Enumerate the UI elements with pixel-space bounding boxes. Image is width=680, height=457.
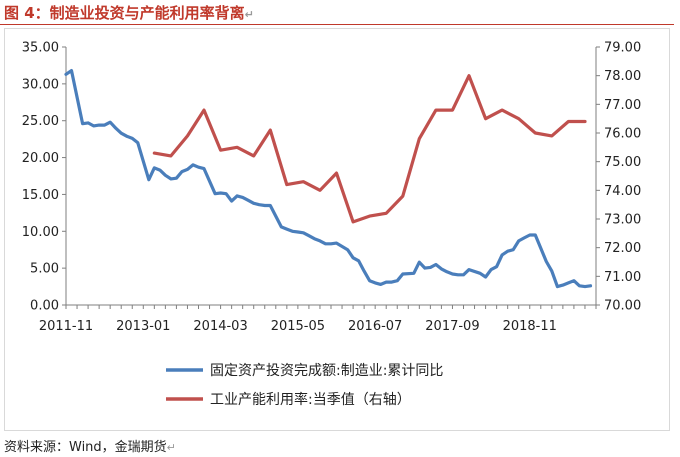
left-tick-label: 30.00: [22, 77, 59, 92]
left-tick-label: 20.00: [22, 151, 59, 166]
right-tick-label: 71.00: [604, 270, 641, 285]
right-tick-label: 70.00: [604, 299, 641, 314]
right-tick-label: 77.00: [604, 98, 641, 113]
legend-label-0: 固定资产投资完成额:制造业:累计同比: [210, 363, 443, 379]
right-tick-label: 78.00: [604, 69, 641, 84]
right-tick-label: 72.00: [604, 241, 641, 256]
title-rule: [0, 24, 674, 25]
left-tick-label: 35.00: [22, 41, 59, 56]
chart-frame: [4, 28, 670, 431]
x-tick-label: 2013-01: [116, 319, 170, 334]
x-tick-label: 2016-07: [348, 319, 402, 334]
right-tick-label: 76.00: [604, 127, 641, 142]
left-tick-label: 15.00: [22, 188, 59, 203]
x-tick-label: 2011-11: [39, 319, 93, 334]
series-line-1: [152, 74, 587, 224]
right-axis: 70.00 71.00 72.00 73.00 74.00 75.00 76.00 77.00…: [595, 41, 641, 314]
left-axis: 0.00 5.00 10.00 15.00 20.00 25.00 30.00 35.00: [22, 41, 67, 314]
right-tick-label: 74.00: [604, 184, 641, 199]
right-tick-label: 79.00: [604, 41, 641, 56]
x-tick-label: 2015-05: [271, 319, 325, 334]
series-layer: [64, 69, 593, 289]
source-note: 资料来源：Wind，金瑞期货↵: [4, 440, 176, 455]
figure-title: 图 4：制造业投资与产能利用率背离↵: [4, 4, 254, 22]
series-line-0: [64, 69, 593, 289]
x-tick-label: 2014-03: [193, 319, 247, 334]
x-tick-label: 2018-11: [503, 319, 557, 334]
left-tick-label: 25.00: [22, 114, 59, 129]
x-tick-label: 2017-09: [425, 319, 479, 334]
left-tick-label: 5.00: [30, 262, 59, 277]
left-tick-label: 10.00: [22, 225, 59, 240]
legend-label-1: 工业产能利用率:当季值（右轴）: [210, 391, 411, 408]
left-tick-label: 0.00: [30, 299, 59, 314]
right-tick-label: 75.00: [604, 155, 641, 170]
right-tick-label: 73.00: [604, 213, 641, 228]
x-axis: 2011-11 2013-01 2014-03 2015-05 2016-07 2017-…: [39, 304, 597, 334]
